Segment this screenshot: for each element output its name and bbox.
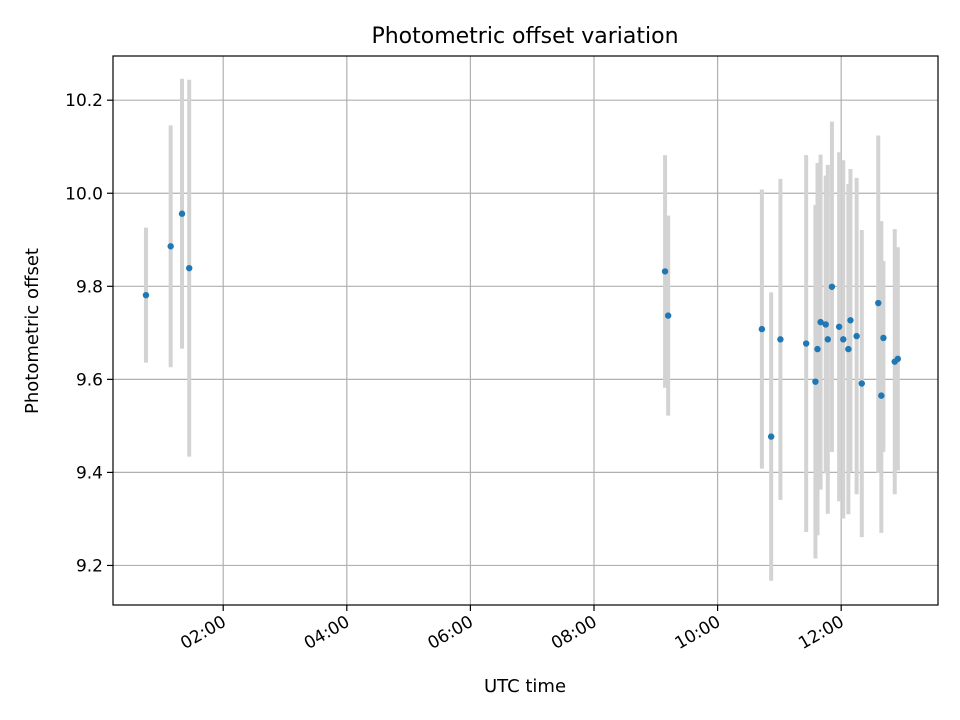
data-point: [853, 332, 860, 340]
data-point: [178, 210, 186, 217]
data-point: [167, 243, 174, 250]
data-point: [186, 264, 193, 272]
data-point: [894, 355, 902, 363]
chart-title: Photometric offset variation: [371, 24, 678, 49]
y-tick-label: 9.4: [76, 463, 103, 483]
data-point: [817, 318, 824, 326]
data-point: [880, 334, 887, 342]
y-tick-label: 10.0: [65, 184, 103, 204]
y-axis-label: Photometric offset: [22, 248, 43, 414]
y-axis-ticks: 9.2 9.4 9.6 9.8 10.0 10.2: [65, 91, 113, 576]
data-point: [835, 323, 843, 330]
data-point: [767, 433, 775, 440]
data-point: [142, 291, 150, 299]
y-tick-label: 9.6: [76, 370, 103, 390]
data-point: [812, 378, 819, 385]
data-point: [661, 268, 669, 275]
y-tick-label: 10.2: [65, 91, 103, 111]
x-axis-label: UTC time: [484, 676, 566, 697]
grid-layer: [113, 56, 938, 605]
data-point: [828, 283, 836, 290]
data-point: [664, 312, 672, 319]
data-point: [802, 340, 810, 347]
data-point: [777, 336, 784, 343]
data-point: [758, 325, 766, 333]
data-point: [847, 317, 854, 324]
data-point: [875, 299, 882, 307]
data-point: [845, 345, 852, 353]
data-point: [840, 336, 847, 343]
data-point: [858, 380, 865, 387]
y-tick-label: 9.2: [76, 556, 103, 576]
data-point: [814, 345, 821, 353]
point-layer: [142, 210, 902, 440]
data-point: [878, 392, 885, 399]
data-point: [824, 336, 831, 343]
data-point: [822, 321, 829, 328]
y-tick-label: 9.8: [76, 277, 103, 297]
plot-area-frame: [112, 55, 939, 606]
